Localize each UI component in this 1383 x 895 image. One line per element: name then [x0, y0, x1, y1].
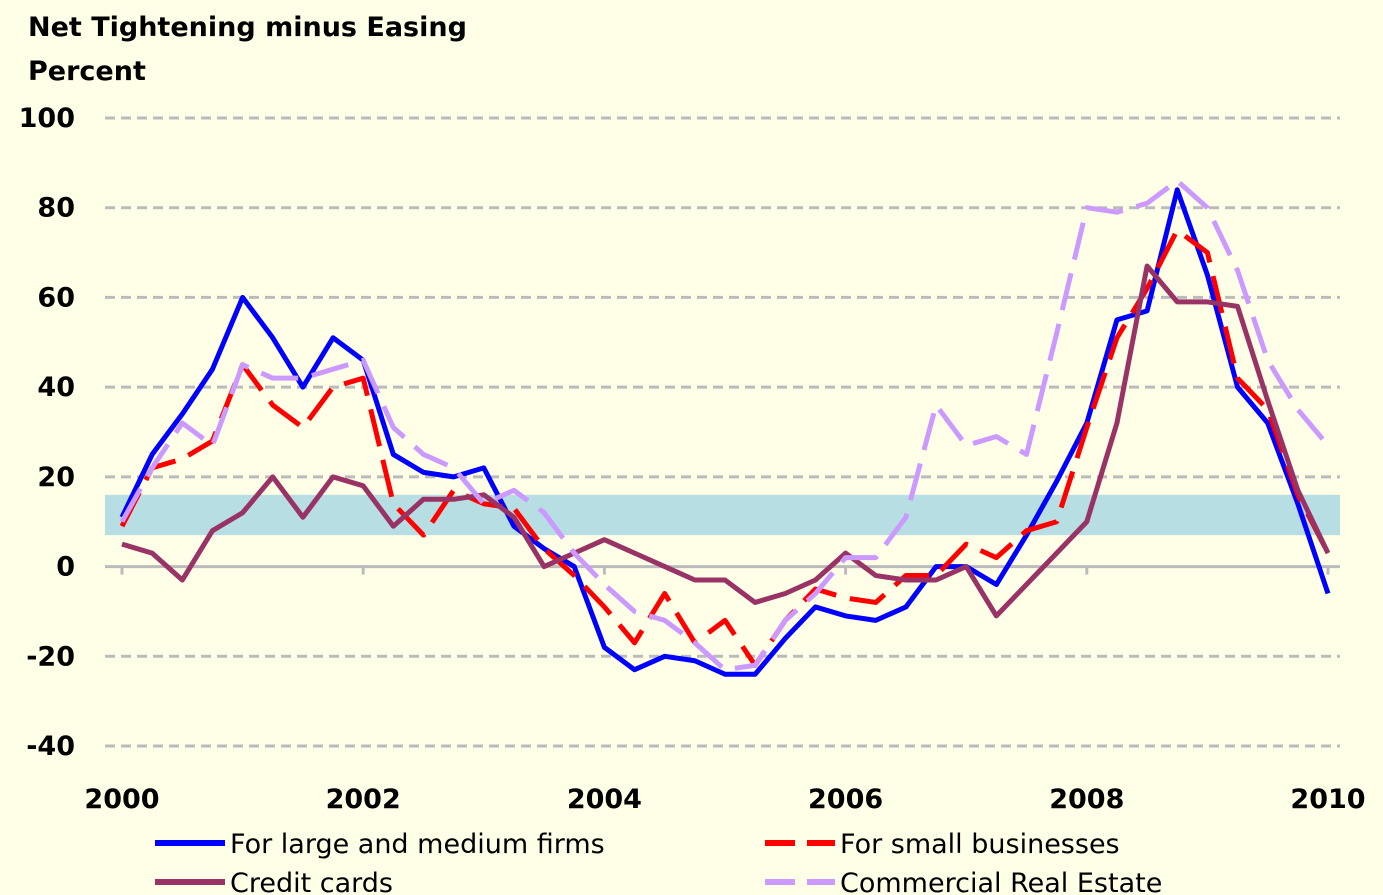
- x-tick-label: 2000: [84, 784, 159, 815]
- series-line: [119, 227, 1331, 668]
- series-line: [119, 178, 1330, 673]
- legend-label: For small businesses: [840, 829, 1120, 860]
- y-tick-label: 60: [37, 282, 75, 313]
- y-tick-label: 100: [19, 103, 75, 134]
- x-tick-label: 2002: [326, 784, 401, 815]
- shaded-band: [105, 494, 1340, 536]
- series-line: [119, 187, 1331, 677]
- legend-label: For large and medium firms: [230, 829, 605, 860]
- y-tick-label: 80: [37, 193, 75, 224]
- series-line: [121, 263, 1331, 619]
- y-tick-label: 0: [56, 552, 75, 583]
- y-tick-label: -40: [26, 731, 75, 762]
- chart-title: Net Tightening minus Easing: [28, 12, 467, 43]
- legend-label: Commercial Real Estate: [840, 868, 1162, 895]
- y-axis-label: Percent: [28, 56, 146, 87]
- y-tick-label: 40: [37, 372, 75, 403]
- y-tick-label: 20: [37, 462, 75, 493]
- x-tick-label: 2010: [1290, 784, 1365, 815]
- x-tick-label: 2006: [808, 784, 883, 815]
- x-tick-label: 2008: [1049, 784, 1124, 815]
- legend-label: Credit cards: [230, 868, 393, 895]
- x-tick-label: 2004: [567, 784, 642, 815]
- y-tick-label: -20: [26, 641, 75, 672]
